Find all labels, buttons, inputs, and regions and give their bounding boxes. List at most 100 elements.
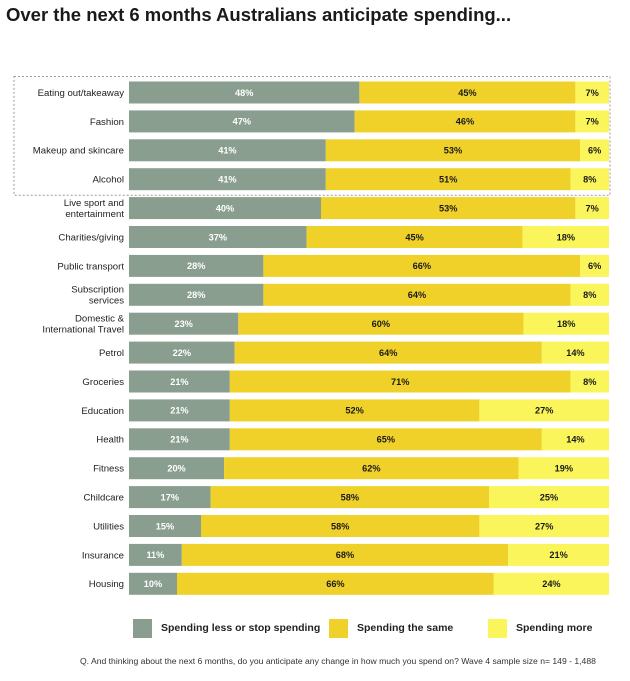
category-label: Petrol xyxy=(99,348,124,359)
category-label: Eating out/takeaway xyxy=(38,88,125,99)
bar-segment-same xyxy=(229,399,480,422)
bar-row: Housing 10% 66% 24% xyxy=(89,572,609,595)
bar-row: Insurance 11% 68% 21% xyxy=(82,543,609,566)
data-label-more: 21% xyxy=(549,550,567,560)
chart-title: Over the next 6 months Australians antic… xyxy=(6,4,512,25)
highlight-box xyxy=(13,76,611,196)
bar-segment-less xyxy=(129,139,326,162)
data-label-less: 21% xyxy=(170,377,188,387)
bar-row: Makeup and skincare 41% 53% 6% xyxy=(33,139,609,162)
bar-segment-less xyxy=(129,110,355,133)
bar-segment-less xyxy=(129,341,235,364)
bar-segment-less xyxy=(129,486,211,509)
bar-segment-less xyxy=(129,168,326,191)
data-label-less: 10% xyxy=(144,579,162,589)
bar-row: Domestic &International Travel 23% 60% 18% xyxy=(42,312,609,336)
data-label-less: 41% xyxy=(218,146,236,156)
bar-row: Alcohol 41% 51% 8% xyxy=(93,168,609,191)
data-label-more: 14% xyxy=(566,435,584,445)
data-label-same: 66% xyxy=(413,261,431,271)
bar-segment-more xyxy=(518,457,609,480)
bar-segment-less xyxy=(129,515,201,537)
data-label-more: 8% xyxy=(583,377,596,387)
legend-swatch-more xyxy=(488,618,507,638)
bar-row: Eating out/takeaway 48% 45% 7% xyxy=(38,81,609,104)
bar-segment-same xyxy=(263,283,571,306)
category-label: Housing xyxy=(89,579,124,590)
category-label: Childcare xyxy=(83,493,124,504)
category-label: Subscription xyxy=(71,285,124,296)
stacked-bar-chart: Eating out/takeaway 48% 45% 7% Fashion 47% 46%… xyxy=(13,76,611,595)
bar-row: Petrol 22% 64% 14% xyxy=(99,341,609,364)
bar-segment-less xyxy=(129,81,360,104)
bar-segment-less xyxy=(129,254,264,277)
data-label-less: 40% xyxy=(216,203,234,213)
category-label: Insurance xyxy=(82,550,124,561)
bar-segment-same xyxy=(359,81,576,104)
bar-segment-same xyxy=(354,110,576,133)
category-label: Education xyxy=(81,406,124,417)
data-label-less: 22% xyxy=(173,348,191,358)
bar-row: Public transport 28% 66% 6% xyxy=(57,254,609,277)
footnote: Q. And thinking about the next 6 months,… xyxy=(80,656,596,666)
category-label: Alcohol xyxy=(93,175,124,186)
bar-segment-more xyxy=(570,370,609,393)
bar-segment-more xyxy=(522,226,609,248)
bar-segment-same xyxy=(229,370,571,393)
data-label-more: 14% xyxy=(566,348,584,358)
bar-segment-more xyxy=(580,139,609,162)
data-label-same: 71% xyxy=(391,377,409,387)
bar-segment-same xyxy=(325,168,571,191)
data-label-more: 7% xyxy=(586,88,599,98)
data-label-more: 24% xyxy=(542,579,560,589)
bar-segment-less xyxy=(129,370,230,393)
category-label: Makeup and skincare xyxy=(33,146,124,157)
data-label-same: 45% xyxy=(405,232,423,242)
data-label-more: 8% xyxy=(583,175,596,185)
category-label: Fitness xyxy=(93,464,124,475)
data-label-same: 64% xyxy=(379,348,397,358)
category-label: Live sport and xyxy=(64,198,124,209)
data-label-same: 46% xyxy=(456,117,474,127)
data-label-same: 66% xyxy=(326,579,344,589)
bar-segment-same xyxy=(201,515,480,537)
legend-label-same: Spending the same xyxy=(357,622,454,634)
data-label-same: 45% xyxy=(458,88,476,98)
category-label: Domestic & xyxy=(75,314,125,325)
category-label: International Travel xyxy=(42,325,124,336)
legend-item-same: Spending the same xyxy=(329,617,453,639)
legend-label-more: Spending more xyxy=(516,622,593,634)
bar-row: Charities/giving 37% 45% 18% xyxy=(58,226,609,248)
category-label: Charities/giving xyxy=(58,232,124,243)
bar-row: Health 21% 65% 14% xyxy=(96,428,609,451)
data-label-same: 58% xyxy=(331,521,349,531)
data-label-less: 20% xyxy=(167,464,185,474)
data-label-less: 28% xyxy=(187,290,205,300)
bar-segment-same xyxy=(210,486,489,509)
bar-row: Groceries 21% 71% 8% xyxy=(82,370,609,393)
bar-segment-same xyxy=(177,572,494,595)
data-label-more: 27% xyxy=(535,521,553,531)
bar-segment-less xyxy=(129,312,239,335)
bar-segment-same xyxy=(224,457,519,480)
bar-segment-same xyxy=(229,428,542,451)
data-label-same: 51% xyxy=(439,175,457,185)
data-label-same: 58% xyxy=(341,492,359,502)
data-label-same: 62% xyxy=(362,464,380,474)
data-label-less: 28% xyxy=(187,261,205,271)
bar-segment-more xyxy=(479,399,609,422)
bar-row: Fitness 20% 62% 19% xyxy=(93,457,609,480)
bar-segment-less xyxy=(129,283,264,306)
data-label-less: 11% xyxy=(146,550,164,560)
bar-segment-less xyxy=(129,399,230,422)
bar-segment-more xyxy=(541,341,609,364)
data-label-more: 8% xyxy=(583,290,596,300)
data-label-less: 48% xyxy=(235,88,253,98)
bar-segment-same xyxy=(234,341,542,364)
data-label-less: 21% xyxy=(170,406,188,416)
data-label-less: 23% xyxy=(174,319,192,329)
bar-segment-more xyxy=(489,486,609,509)
data-label-less: 37% xyxy=(209,232,227,242)
bar-segment-less xyxy=(129,543,182,566)
